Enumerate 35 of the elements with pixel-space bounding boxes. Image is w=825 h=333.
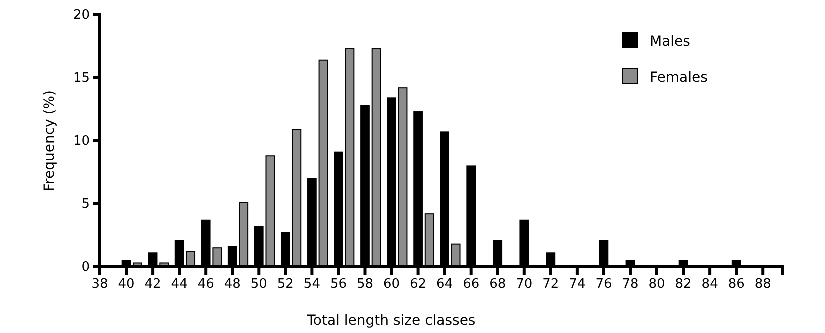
legend-label: Males [650,34,690,50]
x-tick-label: 64 [436,277,454,292]
x-tick-label: 82 [675,277,692,292]
x-tick-label: 54 [304,277,320,292]
x-tick-label: 68 [490,277,506,292]
y-tick-label: 15 [73,71,90,86]
x-tick-label: 80 [648,277,666,292]
x-tick-label: 62 [410,277,427,292]
y-tick-label: 20 [73,8,90,24]
y-tick-label: 5 [82,197,90,212]
x-tick-label: 76 [596,277,612,292]
x-tick-label: 42 [144,277,162,292]
x-tick-label: 60 [383,277,400,292]
x-tick-label: 88 [754,277,772,292]
x-tick-label: 74 [569,277,586,292]
x-tick-label: 52 [277,277,294,292]
x-tick-label: 70 [516,277,533,292]
x-tick-label: 86 [728,277,745,292]
x-tick-label: 46 [198,277,214,292]
x-tick-label: 44 [171,277,188,292]
x-axis-title: Total length size classes [306,313,476,329]
x-tick-label: 48 [224,277,241,292]
x-tick-label: 84 [702,277,718,292]
x-tick-label: 40 [118,277,135,292]
y-tick-label: 0 [82,260,90,276]
x-tick-label: 78 [622,277,639,292]
x-tick-label: 38 [92,277,108,292]
x-tick-label: 58 [356,277,374,292]
x-tick-label: 50 [250,277,268,292]
y-tick-label: 10 [73,134,90,150]
x-tick-label: 72 [542,277,560,292]
x-tick-label: 56 [330,277,347,292]
legend-label: Females [650,70,708,86]
y-axis-title: Frequency (%) [42,90,58,192]
x-tick-label: 66 [463,277,480,292]
